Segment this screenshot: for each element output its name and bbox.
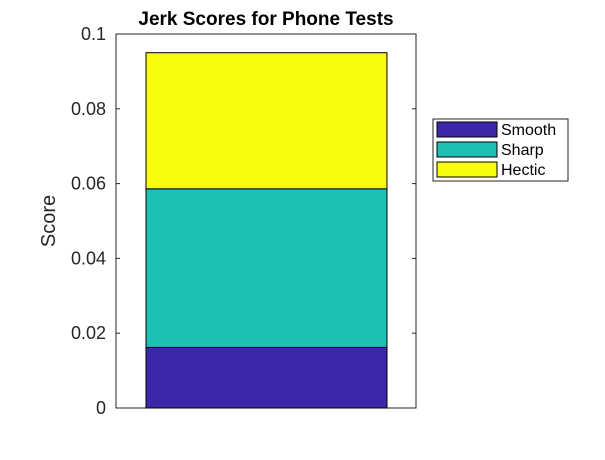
y-tick-label: 0.08: [71, 99, 106, 119]
y-tick-label: 0.04: [71, 248, 106, 268]
legend: Smooth Sharp Hectic: [432, 118, 569, 182]
legend-swatch-hectic: [436, 161, 498, 178]
legend-label-sharp: Sharp: [501, 142, 544, 159]
bar-segment-smooth: [145, 346, 388, 409]
y-tick-label: 0: [96, 398, 106, 418]
y-tick-label: 0.02: [71, 323, 106, 343]
legend-swatch-sharp: [436, 141, 498, 158]
bar-segment-hectic: [145, 52, 388, 190]
legend-label-hectic: Hectic: [501, 162, 545, 179]
y-tick-label: 0.1: [81, 24, 106, 44]
y-axis-label: Score: [38, 195, 60, 247]
bar-segment-sharp: [145, 188, 388, 348]
legend-swatch-smooth: [436, 121, 498, 138]
bar-stack: [145, 52, 388, 409]
y-axis: 0 0.02 0.04 0.06 0.08 0.1: [71, 24, 416, 418]
legend-label-smooth: Smooth: [501, 122, 556, 139]
chart-title: Jerk Scores for Phone Tests: [138, 9, 393, 30]
y-tick-label: 0.06: [71, 174, 106, 194]
